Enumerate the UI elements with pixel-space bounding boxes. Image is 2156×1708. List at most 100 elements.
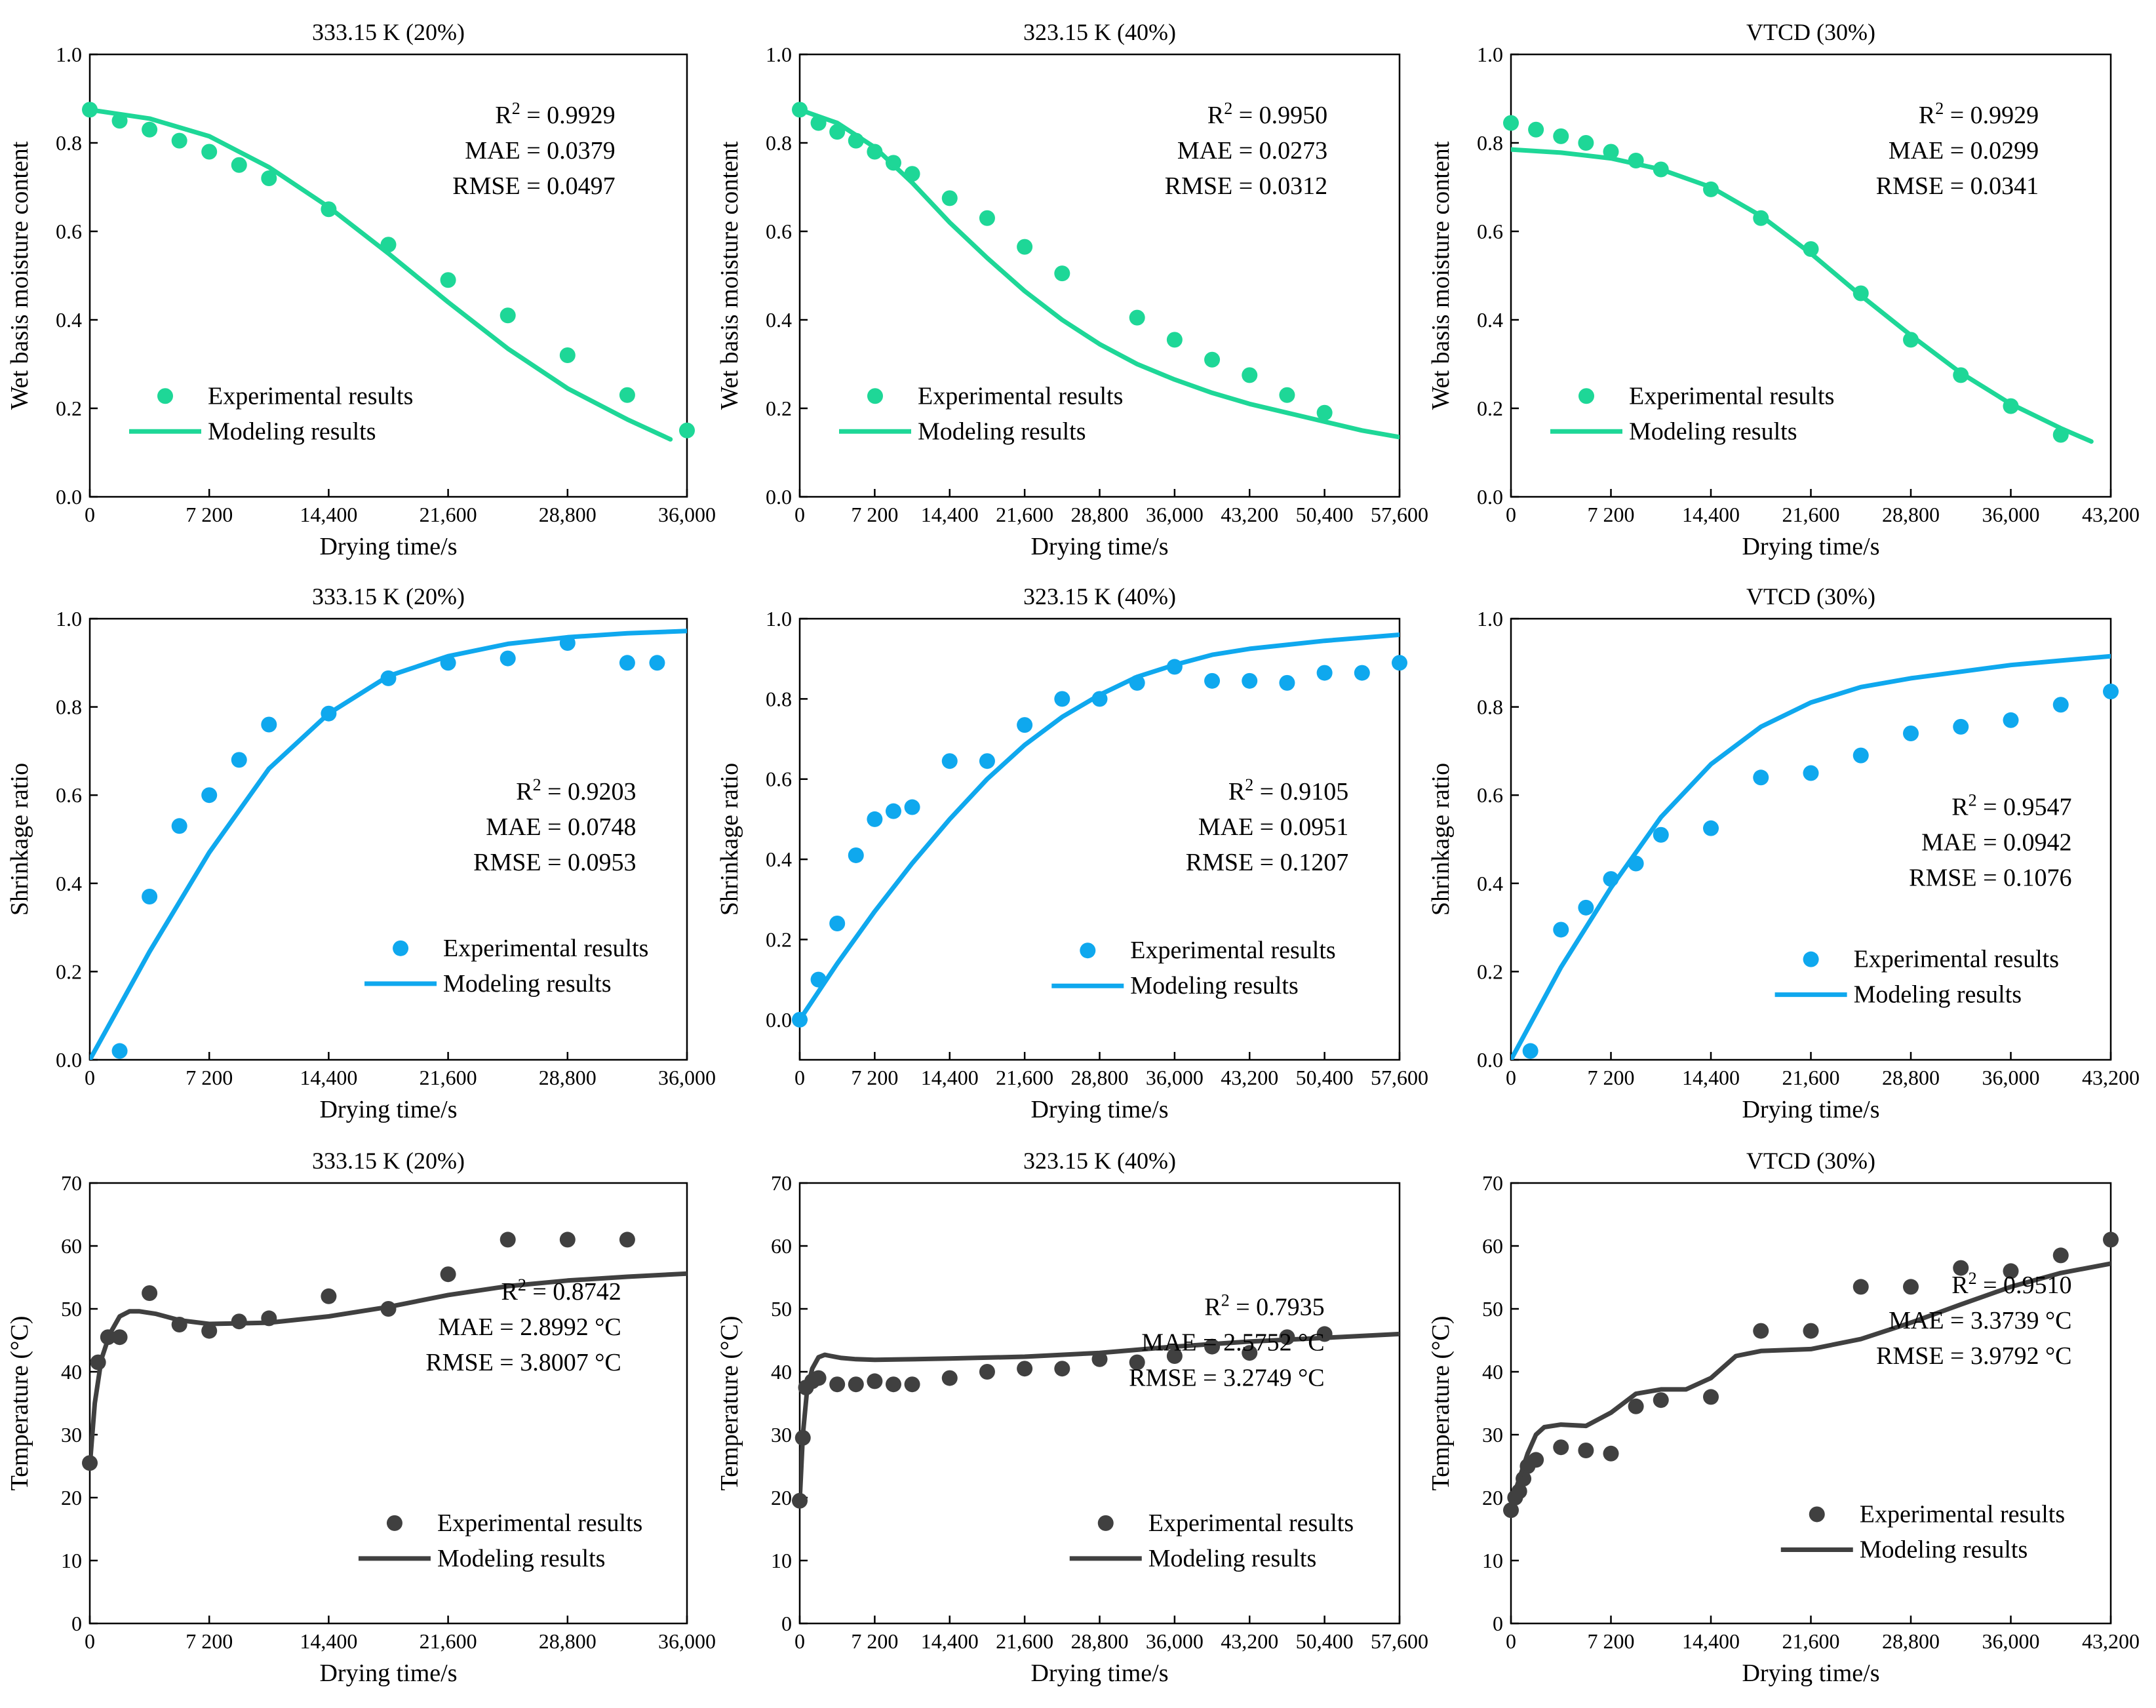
panel-9-experimental-point [2003, 1263, 2019, 1279]
panel-7-y-tick-label: 10 [61, 1549, 82, 1572]
panel-3-legend-point-marker [1578, 388, 1594, 404]
panel-4-y-tick-label: 0.4 [56, 872, 82, 895]
panel-3-x-tick-label: 21,600 [1782, 503, 1840, 526]
chart-panel-3: VTCD (30%) 0 7 200 14,400 21,600 28,800 36,000… [1427, 19, 2140, 560]
panel-6-y-tick-label: 0.0 [1477, 1048, 1503, 1072]
panel-4-experimental-point [171, 818, 187, 834]
panel-5-x-tick-label: 57,600 [1371, 1066, 1428, 1089]
panel-6-mae-value: MAE = 0.0942 [1921, 828, 2071, 856]
panel-9-experimental-point [1553, 1439, 1569, 1456]
panel-5-experimental-point [1017, 717, 1033, 733]
panel-6-legend-point-marker [1803, 951, 1819, 967]
panel-6-x-tick-label: 14,400 [1682, 1066, 1740, 1089]
panel-5-experimental-point [848, 847, 864, 863]
panel-4-plot-frame [88, 617, 688, 1061]
panel-1-y-tick-label: 1.0 [56, 43, 82, 66]
panel-9-legend-experimental: Experimental results [1860, 1500, 2065, 1528]
panel-8-experimental-point [1166, 1348, 1183, 1364]
panel-6-experimental-point [1753, 769, 1769, 786]
panel-1-rmse-value: RMSE = 0.0497 [452, 172, 615, 200]
panel-4-experimental-point [500, 650, 516, 667]
panel-2-legend-experimental: Experimental results [918, 382, 1123, 410]
panel-3-y-tick-label: 0.6 [1477, 220, 1503, 243]
panel-9-experimental-point [1503, 1502, 1519, 1519]
panel-9-y-tick-label: 40 [1482, 1360, 1503, 1384]
panel-4-y-tick-label: 0.2 [56, 960, 82, 983]
panel-6-x-tick-label: 43,200 [2082, 1066, 2140, 1089]
panel-2-x-tick-label: 43,200 [1221, 503, 1278, 526]
panel-4-legend-experimental: Experimental results [443, 935, 648, 962]
panel-8-experimental-point [904, 1376, 920, 1393]
panel-7-experimental-point [500, 1232, 516, 1248]
panel-9-model-line [1511, 1261, 2111, 1507]
chart-panel-8: 323.15 K (40%) 0 7 200 14,400 21,600 28,800 36… [716, 1148, 1428, 1687]
panel-4-x-tick-label: 0 [85, 1066, 95, 1089]
panel-3-experimental-point [1503, 115, 1519, 131]
panel-8-y-tick-label: 70 [771, 1171, 792, 1195]
panel-5-experimental-point [867, 811, 883, 827]
panel-9-r2-value: R2 = 0.9510 [1951, 1269, 2071, 1299]
panel-2-mae-value: MAE = 0.0273 [1177, 137, 1327, 165]
panel-5-experimental-point [1316, 665, 1333, 681]
panel-9-experimental-point [1653, 1392, 1669, 1408]
panel-8-title: 323.15 K (40%) [1023, 1148, 1176, 1174]
panel-9-y-tick-label: 60 [1482, 1234, 1503, 1258]
panel-4-y-tick-label: 1.0 [56, 607, 82, 631]
panel-8-y-tick-label: 10 [771, 1549, 792, 1572]
panel-2-x-tick-label: 50,400 [1296, 503, 1354, 526]
panel-5-experimental-point [1354, 665, 1370, 681]
panel-9-experimental-point [1628, 1398, 1644, 1414]
panel-1-experimental-point [559, 347, 576, 363]
chart-panel-1: 333.15 K (20%) 0 7 200 14,400 21,600 28,800 36… [6, 19, 716, 560]
panel-2-experimental-point [1166, 332, 1183, 348]
panel-8-y-tick-label: 30 [771, 1423, 792, 1446]
panel-6-experimental-point [1852, 747, 1869, 764]
panel-8-experimental-point [848, 1376, 864, 1393]
chart-panel-5: 323.15 K (40%) 0 7 200 14,400 21,600 28,800 36… [716, 583, 1428, 1123]
panel-5-rmse-value: RMSE = 0.1207 [1186, 849, 1348, 876]
panel-8-x-tick-label: 36,000 [1146, 1629, 1204, 1653]
panel-7-y-tick-label: 40 [61, 1360, 82, 1384]
panel-4-y-tick-label: 0.8 [56, 695, 82, 719]
panel-2-x-tick-label: 36,000 [1146, 503, 1204, 526]
panel-1-y-tick-label: 0.8 [56, 131, 82, 155]
panel-6-experimental-point [2052, 697, 2069, 713]
panel-5-experimental-point [979, 753, 995, 769]
panel-7-x-tick-label: 28,800 [539, 1629, 597, 1653]
panel-3-x-tick-label: 28,800 [1882, 503, 1940, 526]
panel-6-legend-experimental: Experimental results [1854, 946, 2059, 973]
panel-5-y-tick-label: 0.4 [766, 847, 792, 871]
panel-4-x-tick-label: 7 200 [186, 1066, 233, 1089]
panel-9-legend-point-marker [1809, 1506, 1825, 1523]
panel-7-experimental-point [559, 1232, 576, 1248]
panel-6-experimental-point [1903, 725, 1919, 741]
panel-7-experimental-point [201, 1323, 218, 1339]
panel-2-experimental-point [1204, 351, 1221, 368]
panel-4-title: 333.15 K (20%) [312, 583, 465, 610]
panel-3-y-tick-label: 0.2 [1477, 397, 1503, 420]
panel-8-y-tick-label: 0 [781, 1612, 792, 1635]
panel-9-x-tick-label: 7 200 [1588, 1629, 1635, 1653]
panel-8-y-tick-label: 40 [771, 1360, 792, 1384]
panel-4-x-tick-label: 36,000 [658, 1066, 716, 1089]
panel-1-y-tick-label: 0.6 [56, 220, 82, 243]
panel-9-y-tick-label: 30 [1482, 1423, 1503, 1446]
panel-8-mae-value: MAE = 2.5752 °C [1141, 1329, 1324, 1357]
panel-6-x-tick-label: 7 200 [1588, 1066, 1635, 1089]
panel-3-legend-experimental: Experimental results [1629, 382, 1834, 410]
panel-8-y-tick-label: 50 [771, 1297, 792, 1321]
panel-3-experimental-point [1553, 128, 1569, 144]
panel-3-y-tick-label: 1.0 [1477, 43, 1503, 66]
panel-5-mae-value: MAE = 0.0951 [1198, 813, 1348, 841]
panel-7-legend-modeling: Modeling results [437, 1545, 605, 1572]
panel-6-y-tick-label: 1.0 [1477, 607, 1503, 631]
panel-8-experimental-point [810, 1370, 827, 1386]
panel-6-experimental-point [1553, 922, 1569, 938]
panel-9-experimental-point [1703, 1389, 1719, 1405]
panel-2-x-tick-label: 57,600 [1371, 503, 1428, 526]
panel-7-y-axis-label: Temperature (°C) [6, 1316, 33, 1491]
panel-7-mae-value: MAE = 2.8992 °C [438, 1313, 621, 1341]
panel-2-y-tick-label: 0.4 [766, 308, 792, 332]
panel-2-x-axis-label: Drying time/s [1030, 533, 1168, 560]
panel-2-model-line [800, 107, 1400, 440]
